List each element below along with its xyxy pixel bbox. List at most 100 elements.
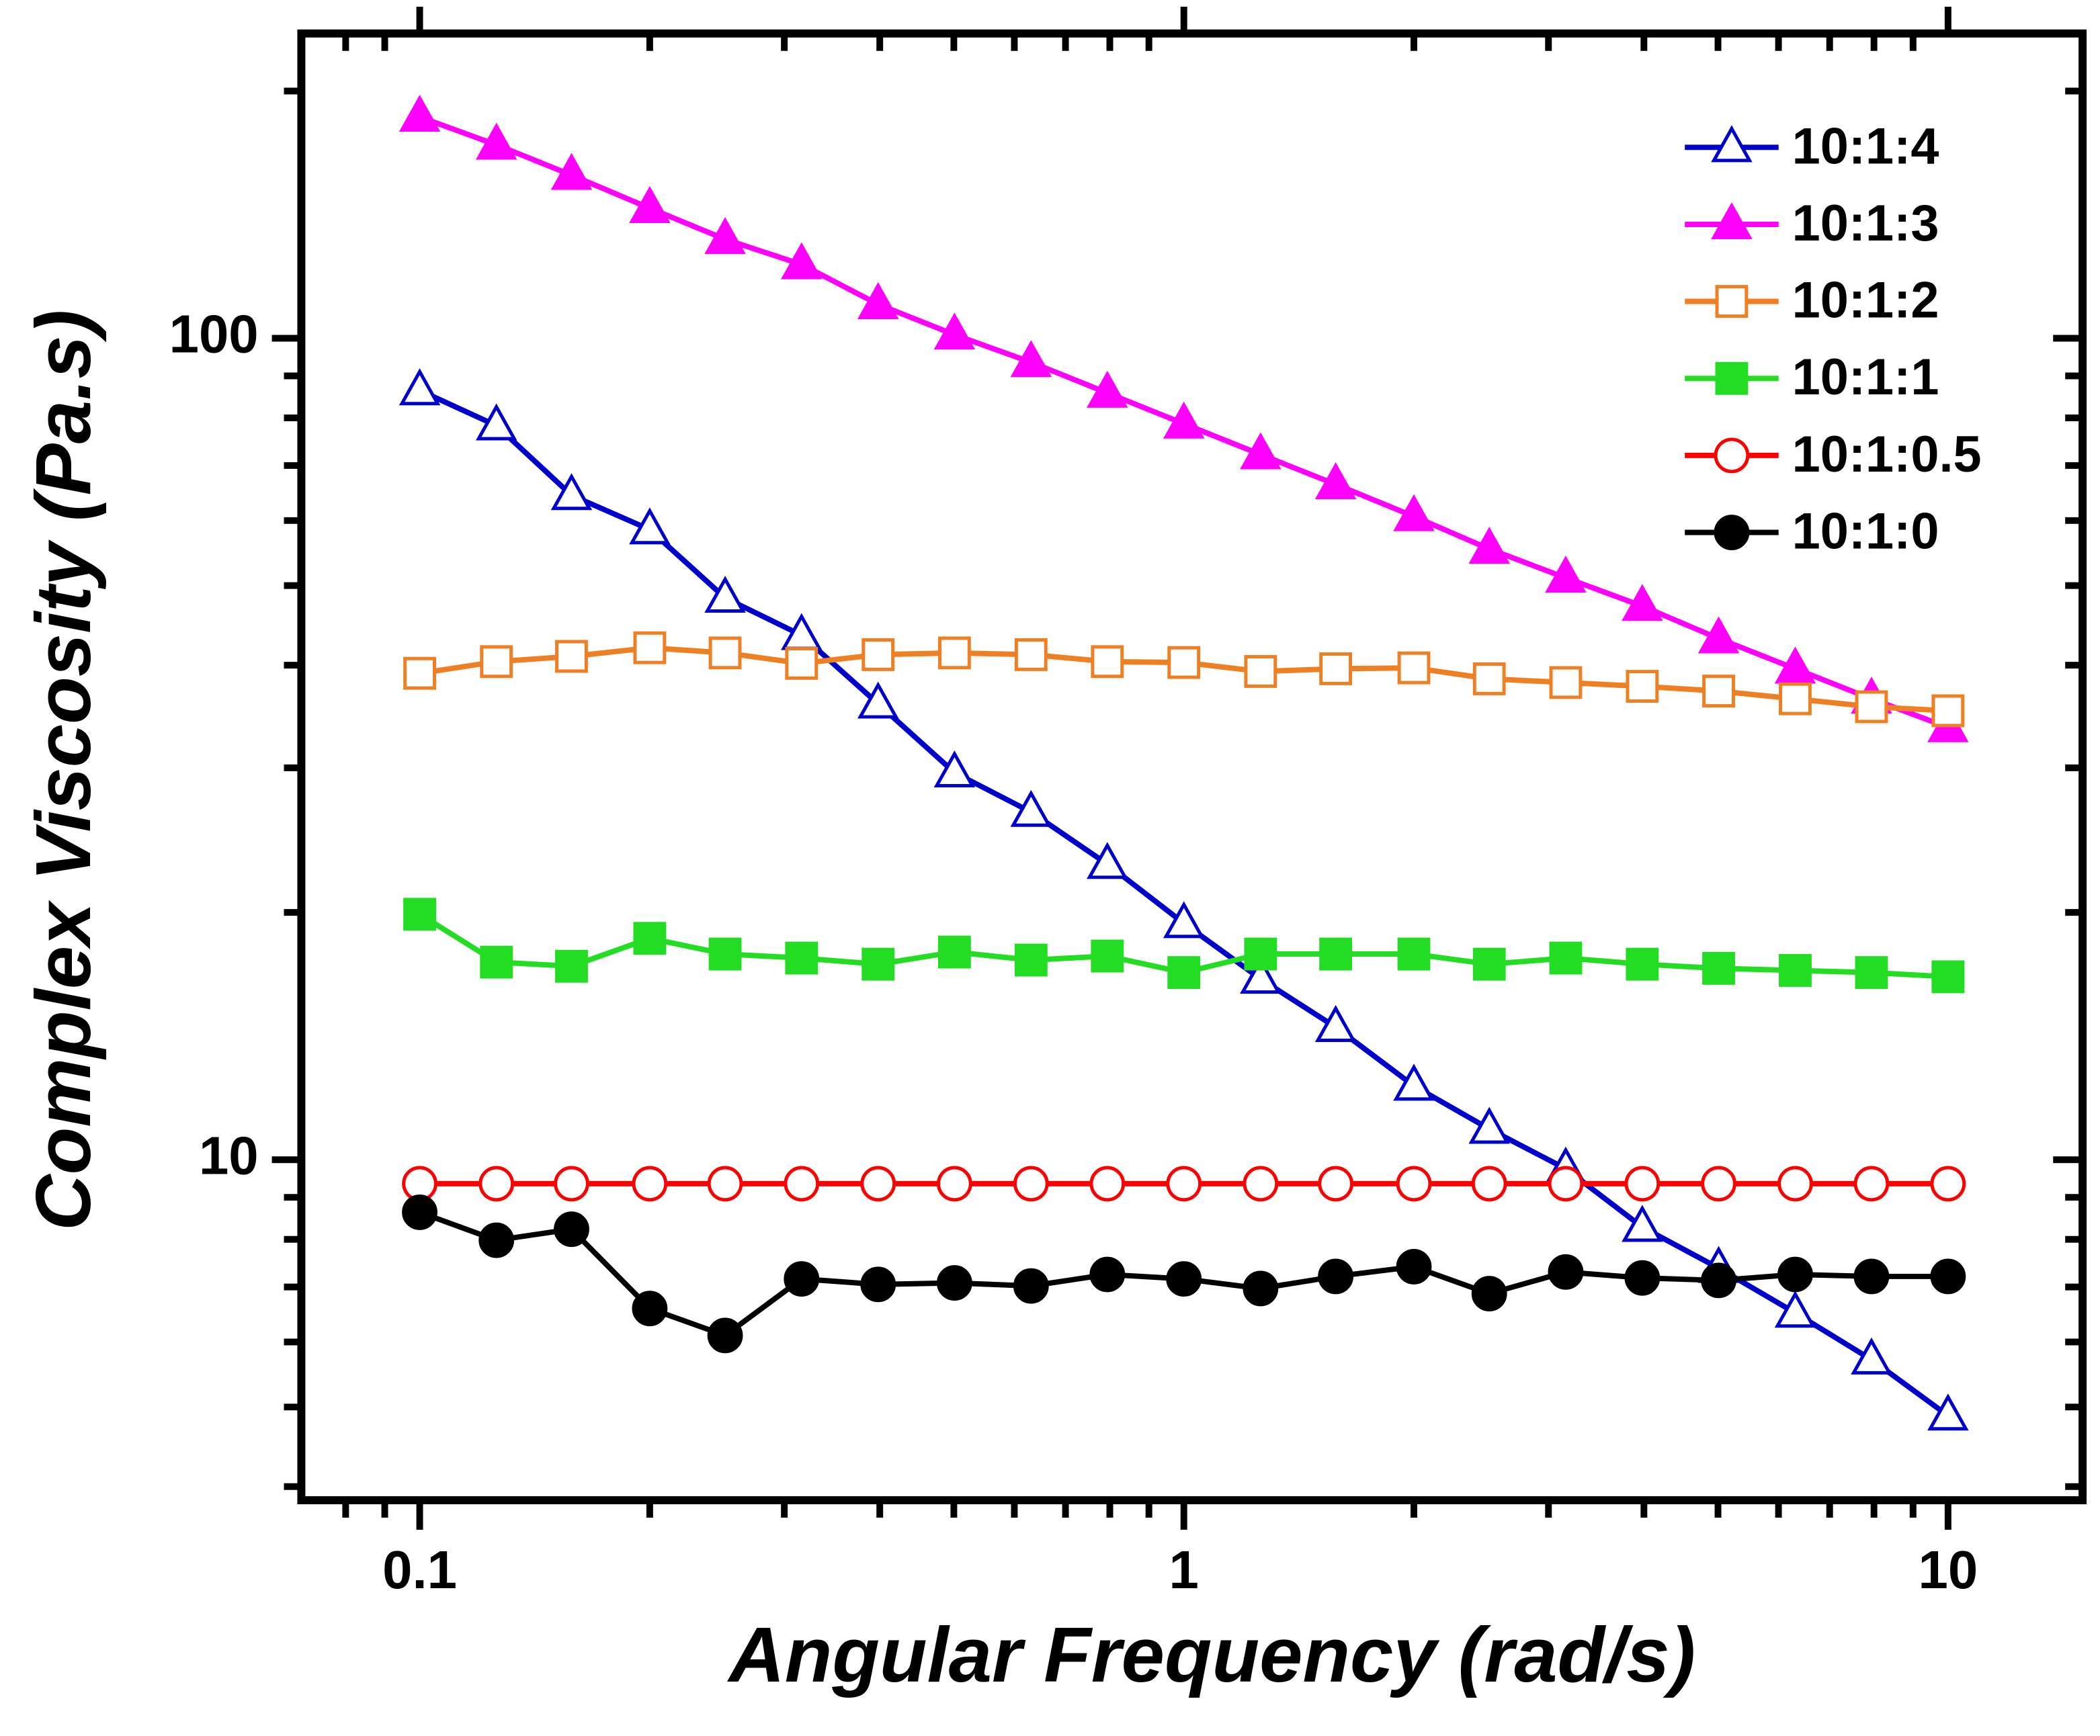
marker <box>554 1211 589 1248</box>
marker <box>1240 432 1282 470</box>
marker <box>1853 1258 1890 1295</box>
marker <box>1468 1106 1510 1144</box>
marker <box>1930 1166 1966 1202</box>
marker <box>1013 1268 1049 1304</box>
x-tick-label: 0.1 <box>382 1540 457 1600</box>
marker <box>1711 202 1753 239</box>
legend-entry: 10:1:0 <box>1685 503 1939 560</box>
legend-label: 10:1:4 <box>1792 118 1939 175</box>
marker <box>933 750 976 788</box>
legend-label: 10:1:2 <box>1792 272 1939 329</box>
marker <box>784 1261 820 1297</box>
marker <box>633 922 667 955</box>
marker <box>1548 1254 1584 1290</box>
x-tick-label: 1 <box>1169 1540 1199 1600</box>
marker <box>1240 957 1282 994</box>
marker <box>1715 285 1749 318</box>
marker <box>857 681 899 719</box>
marker <box>781 613 823 650</box>
marker <box>480 645 513 679</box>
marker <box>632 1166 668 1202</box>
marker <box>475 403 517 441</box>
marker <box>1702 675 1735 708</box>
marker <box>1166 1261 1202 1297</box>
marker <box>1166 1166 1202 1202</box>
marker <box>1626 670 1659 703</box>
marker <box>1715 361 1749 395</box>
marker <box>1243 1270 1279 1307</box>
series <box>403 631 1965 728</box>
marker <box>1697 616 1740 654</box>
legend-entry: 10:1:0.5 <box>1685 426 1982 483</box>
x-tick-label: 10 <box>1919 1540 1978 1600</box>
marker <box>1851 1337 1892 1375</box>
marker <box>1779 954 1812 987</box>
marker <box>1163 901 1205 939</box>
marker <box>1855 690 1888 724</box>
marker <box>784 1166 820 1202</box>
marker <box>1472 662 1506 695</box>
marker <box>1549 666 1583 699</box>
marker <box>862 638 895 671</box>
marker <box>1314 462 1357 500</box>
marker <box>1087 370 1128 408</box>
marker <box>1626 947 1659 981</box>
series <box>403 898 1965 994</box>
marker <box>403 656 436 690</box>
marker <box>1319 652 1353 685</box>
marker <box>1549 941 1583 975</box>
marker <box>1397 937 1431 971</box>
marker <box>1777 1256 1813 1293</box>
marker <box>554 1166 589 1202</box>
marker <box>785 941 818 975</box>
marker <box>1777 1166 1813 1202</box>
marker <box>860 1166 896 1202</box>
marker <box>936 1166 972 1202</box>
legend-label: 10:1:0 <box>1792 503 1939 560</box>
legend-entry: 10:1:3 <box>1685 195 1939 252</box>
marker <box>629 185 671 223</box>
marker <box>1167 646 1201 679</box>
marker <box>1163 401 1205 439</box>
marker <box>933 312 976 350</box>
marker <box>1701 1262 1736 1299</box>
marker <box>1624 1166 1661 1202</box>
legend-label: 10:1:3 <box>1792 195 1939 252</box>
marker <box>1774 646 1816 684</box>
marker <box>403 898 436 931</box>
marker <box>1318 1258 1354 1295</box>
marker <box>1243 1166 1279 1202</box>
marker <box>1714 515 1750 550</box>
y-tick-label: 10 <box>199 1125 259 1185</box>
marker <box>629 507 671 545</box>
marker <box>1702 951 1735 985</box>
marker <box>1244 937 1277 971</box>
marker <box>781 242 823 279</box>
marker <box>1468 527 1510 564</box>
marker <box>1930 1258 1966 1295</box>
marker <box>708 937 742 971</box>
legend-entry: 10:1:2 <box>1685 272 1939 329</box>
series <box>398 368 1969 1431</box>
marker <box>1548 1166 1584 1202</box>
marker <box>398 94 441 132</box>
marker <box>1244 655 1277 688</box>
marker <box>550 153 593 190</box>
marker <box>1701 1166 1736 1202</box>
marker <box>860 1266 896 1303</box>
marker <box>1396 1166 1432 1202</box>
marker <box>1624 1260 1661 1296</box>
marker <box>1089 1256 1126 1293</box>
marker <box>1318 1166 1354 1202</box>
marker <box>398 368 441 406</box>
marker <box>785 647 818 680</box>
marker <box>478 1166 515 1202</box>
marker <box>1091 645 1124 679</box>
marker <box>708 636 742 670</box>
marker <box>475 122 517 160</box>
series <box>402 1166 1966 1202</box>
x-axis-title: Angular Frequency (rad/s) <box>726 1612 1695 1698</box>
legend-entry: 10:1:4 <box>1685 118 1939 175</box>
